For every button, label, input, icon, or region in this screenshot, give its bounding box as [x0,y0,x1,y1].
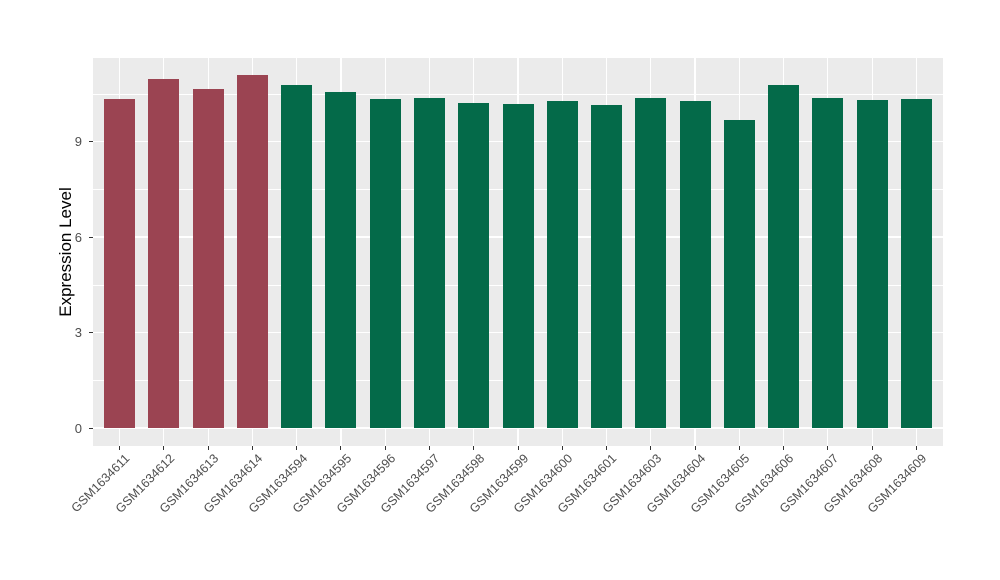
x-tick-mark [783,446,785,450]
y-tick-mark [89,332,93,334]
x-tick-mark [296,446,298,450]
bar-GSM1634611 [104,99,136,429]
bar-GSM1634606 [768,85,800,429]
bar-GSM1634612 [148,78,180,429]
bar-GSM1634596 [369,98,401,429]
x-tick-mark [119,446,121,450]
bar-GSM1634609 [900,99,932,429]
x-tick-mark [251,446,253,450]
y-tick-mark [89,236,93,238]
y-tick-label: 6 [74,229,82,245]
x-tick-mark [561,446,563,450]
x-tick-mark [473,446,475,450]
bar-GSM1634604 [679,100,711,429]
x-tick-mark [694,446,696,450]
bar-GSM1634614 [236,75,268,429]
y-tick-mark [89,141,93,143]
bar-GSM1634594 [281,85,313,429]
y-tick-label: 3 [74,325,82,341]
bar-GSM1634599 [502,103,534,429]
y-tick-mark [89,427,93,429]
x-tick-mark [517,446,519,450]
bar-GSM1634595 [325,91,357,429]
x-tick-mark [384,446,386,450]
bar-GSM1634608 [856,100,888,429]
y-axis-title: Expression Level [56,187,75,317]
x-tick-mark [606,446,608,450]
x-tick-mark [163,446,165,450]
x-tick-mark [650,446,652,450]
bar-GSM1634607 [812,98,844,429]
bar-GSM1634603 [635,98,667,429]
bar-GSM1634613 [192,88,224,429]
x-tick-mark [871,446,873,450]
x-tick-mark [340,446,342,450]
bar-GSM1634601 [591,105,623,429]
bar-GSM1634605 [723,119,755,429]
x-tick-mark [207,446,209,450]
bar-GSM1634597 [413,98,445,429]
x-tick-mark [428,446,430,450]
x-tick-mark [827,446,829,450]
x-tick-mark [915,446,917,450]
x-tick-mark [738,446,740,450]
y-tick-label: 9 [74,134,82,150]
bar-GSM1634598 [458,102,490,429]
y-tick-label: 0 [74,420,82,436]
bar-GSM1634600 [546,100,578,429]
